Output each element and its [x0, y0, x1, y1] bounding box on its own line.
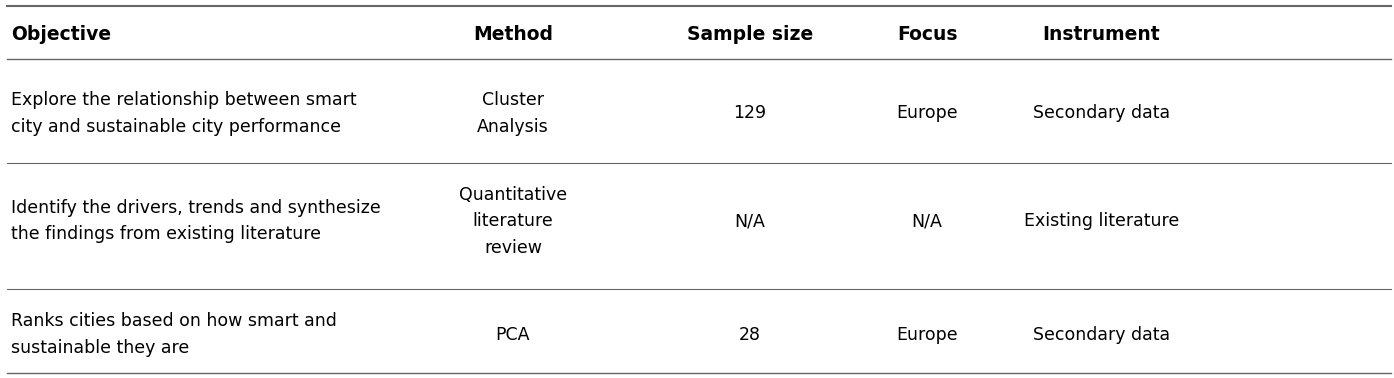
Text: Focus: Focus	[896, 25, 958, 43]
Text: Cluster
Analysis: Cluster Analysis	[477, 91, 549, 136]
Text: Existing literature: Existing literature	[1023, 212, 1179, 230]
Text: N/A: N/A	[735, 212, 765, 230]
Text: Instrument: Instrument	[1043, 25, 1160, 43]
Text: Method: Method	[473, 25, 553, 43]
Text: Europe: Europe	[896, 325, 958, 344]
Text: Identify the drivers, trends and synthesize
the findings from existing literatur: Identify the drivers, trends and synthes…	[11, 199, 381, 243]
Text: Sample size: Sample size	[687, 25, 813, 43]
Text: PCA: PCA	[496, 325, 530, 344]
Text: 28: 28	[739, 325, 761, 344]
Text: Explore the relationship between smart
city and sustainable city performance: Explore the relationship between smart c…	[11, 91, 357, 136]
Text: Quantitative
literature
review: Quantitative literature review	[459, 186, 567, 257]
Text: Secondary data: Secondary data	[1033, 325, 1170, 344]
Text: Europe: Europe	[896, 104, 958, 122]
Text: Ranks cities based on how smart and
sustainable they are: Ranks cities based on how smart and sust…	[11, 312, 337, 357]
Text: Objective: Objective	[11, 25, 112, 43]
Text: N/A: N/A	[912, 212, 942, 230]
Text: 129: 129	[733, 104, 767, 122]
Text: Secondary data: Secondary data	[1033, 104, 1170, 122]
